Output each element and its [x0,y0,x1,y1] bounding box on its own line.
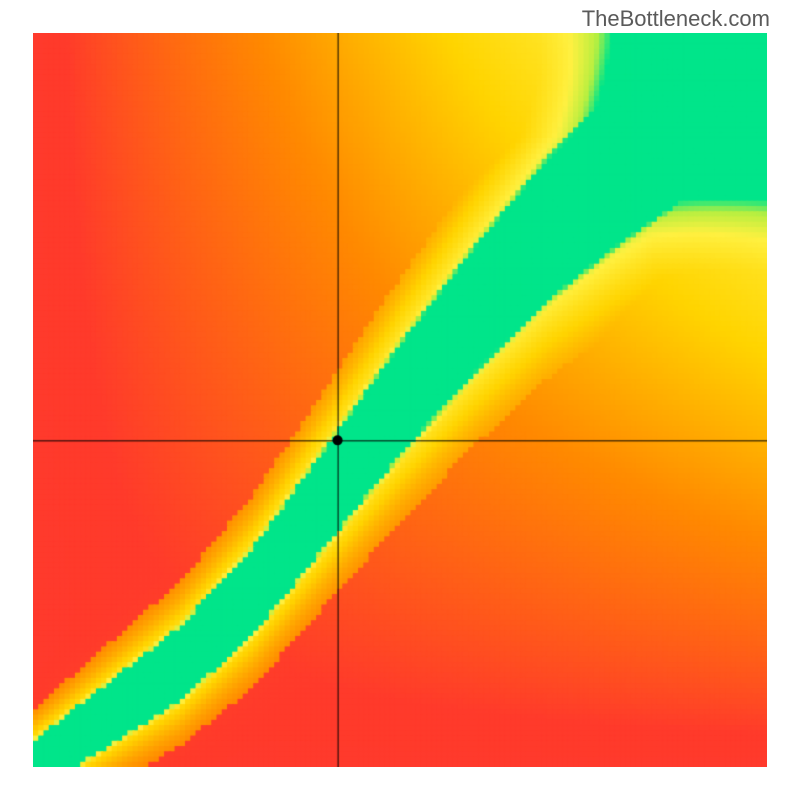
watermark-text: TheBottleneck.com [582,6,770,32]
crosshair-overlay [33,33,767,767]
chart-frame [33,33,767,767]
